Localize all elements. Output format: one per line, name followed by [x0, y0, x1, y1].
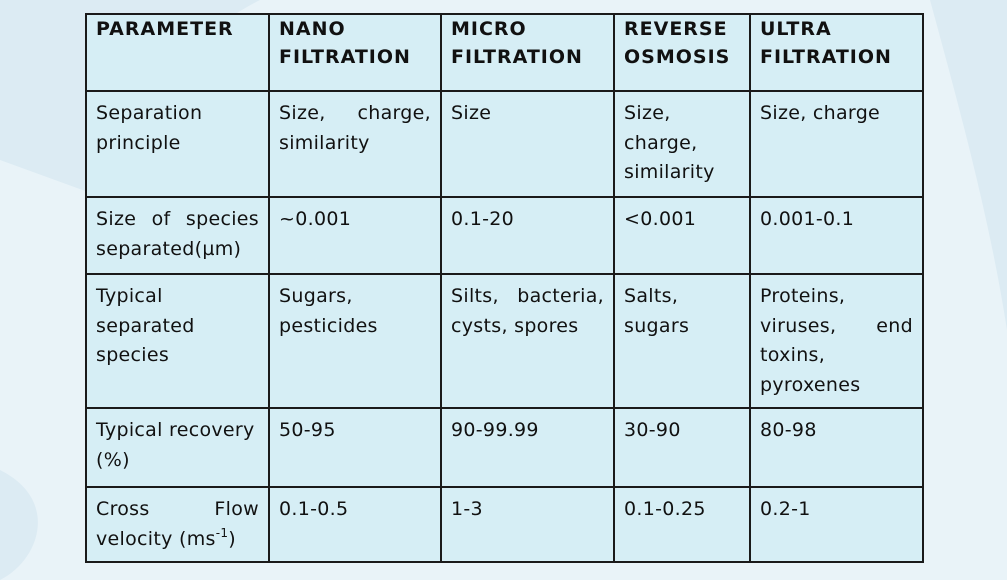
cell-nano: 50-95	[268, 407, 442, 488]
header-reverse-osmosis: REVERSE OSMOSIS	[613, 13, 751, 92]
cell-ultra: Proteins, viruses, end toxins, pyroxenes	[749, 273, 924, 409]
cell-nano: Size, charge, similarity	[268, 90, 442, 198]
row-label-tail: )	[228, 527, 237, 550]
cell-ultra: Size, charge	[749, 90, 924, 198]
unit-exponent: -1	[215, 525, 229, 540]
row-label: Typical separated species	[85, 273, 270, 409]
cell-ultra: 0.2-1	[749, 486, 924, 563]
cell-micro: 90-99.99	[440, 407, 615, 488]
table-row: Cross Flow velocity (ms-1) 0.1-0.5 1-3 0…	[85, 486, 924, 563]
comparison-table: PARAMETER NANO FILTRATION MICRO FILTRATI…	[85, 13, 924, 563]
cell-nano: ~0.001	[268, 196, 442, 275]
cell-reverse: 30-90	[613, 407, 751, 488]
table-row: Size of species separated(µm) ~0.001 0.1…	[85, 196, 924, 275]
cell-ultra: 0.001-0.1	[749, 196, 924, 275]
cell-micro: Size	[440, 90, 615, 198]
header-row: PARAMETER NANO FILTRATION MICRO FILTRATI…	[85, 13, 924, 92]
cell-micro: 0.1-20	[440, 196, 615, 275]
row-label: Size of species separated(µm)	[85, 196, 270, 275]
cell-reverse: <0.001	[613, 196, 751, 275]
cell-micro: 1-3	[440, 486, 615, 563]
header-nano-filtration: NANO FILTRATION	[268, 13, 442, 92]
row-label: Cross Flow velocity (ms-1)	[85, 486, 270, 563]
cell-ultra: 80-98	[749, 407, 924, 488]
table-row: Typical recovery (%) 50-95 90-99.99 30-9…	[85, 407, 924, 488]
header-ultra-filtration: ULTRA FILTRATION	[749, 13, 924, 92]
cell-reverse: 0.1-0.25	[613, 486, 751, 563]
header-micro-filtration: MICRO FILTRATION	[440, 13, 615, 92]
cell-nano: 0.1-0.5	[268, 486, 442, 563]
cell-reverse: Salts, sugars	[613, 273, 751, 409]
cell-nano: Sugars, pesticides	[268, 273, 442, 409]
table-row: Typical separated species Sugars, pestic…	[85, 273, 924, 409]
cell-micro: Silts, bacteria, cysts, spores	[440, 273, 615, 409]
cell-reverse: Size, charge, similarity	[613, 90, 751, 198]
header-parameter: PARAMETER	[85, 13, 270, 92]
table-row: Separation principle Size, charge, simil…	[85, 90, 924, 198]
row-label-text: Cross Flow velocity (ms	[96, 498, 259, 550]
row-label: Separation principle	[85, 90, 270, 198]
row-label: Typical recovery (%)	[85, 407, 270, 488]
